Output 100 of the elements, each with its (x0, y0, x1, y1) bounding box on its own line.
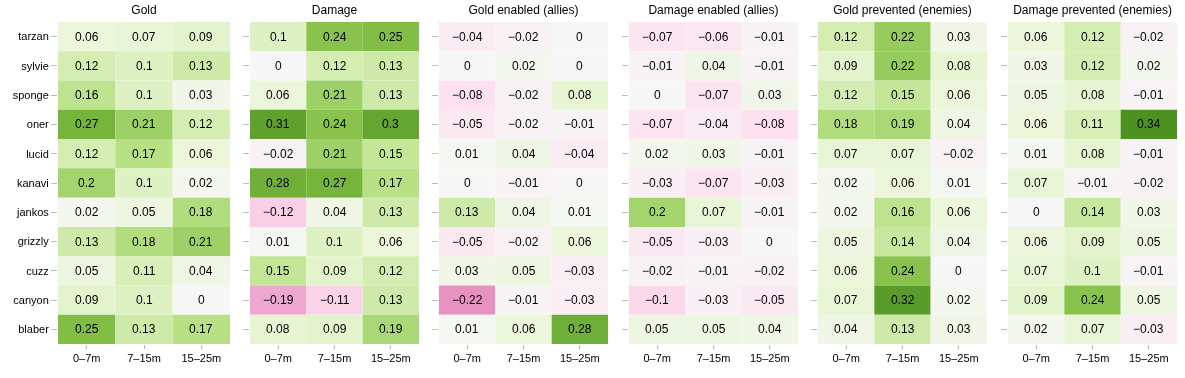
data-label: 0.22 (891, 59, 915, 73)
data-label: 0.04 (189, 264, 213, 278)
data-label: −0.02 (508, 235, 540, 249)
data-label: −0.01 (641, 59, 673, 73)
data-label: 0.2 (78, 176, 96, 190)
data-label: 0.13 (455, 205, 480, 219)
data-label: −0.02 (1132, 176, 1164, 190)
x-tick-label: 0–7m (643, 352, 671, 365)
data-label: 0 (955, 264, 963, 278)
data-label: 0.01 (455, 147, 480, 161)
data-label: −0.01 (508, 176, 540, 190)
data-label: 0.25 (75, 322, 99, 336)
data-label: −0.01 (753, 147, 785, 161)
data-label: 0.05 (1136, 293, 1161, 307)
data-label: 0.06 (189, 147, 213, 161)
data-label: 0.3 (382, 117, 400, 131)
data-label: 0.01 (455, 322, 480, 336)
data-label: 0.04 (323, 205, 347, 219)
data-label: 0.02 (75, 205, 99, 219)
data-label: −0.01 (697, 264, 729, 278)
data-label: −0.06 (697, 30, 729, 44)
data-label: −0.05 (452, 117, 484, 131)
data-label: −0.12 (263, 205, 294, 219)
data-label: 0.05 (132, 205, 156, 219)
data-label: 0.15 (891, 88, 915, 102)
data-label: −0.02 (753, 264, 785, 278)
data-label: 0.19 (379, 322, 403, 336)
data-label: 0.14 (1080, 205, 1105, 219)
data-label: 0.1 (136, 176, 154, 190)
data-label: 0.04 (512, 205, 537, 219)
chart-title: Gold (131, 3, 157, 18)
data-label: 0.05 (512, 264, 537, 278)
data-label: −0.03 (564, 264, 596, 278)
data-label: 0.1 (1083, 264, 1101, 278)
data-label: 0.27 (75, 117, 99, 131)
data-label: 0.04 (947, 117, 971, 131)
data-label: 0.06 (891, 176, 915, 190)
data-label: 0.05 (1023, 88, 1048, 102)
x-tick-label: 15–25m (181, 352, 222, 365)
data-label: 0.31 (266, 117, 290, 131)
data-label: 0.02 (512, 59, 537, 73)
data-label: 0.09 (323, 322, 347, 336)
data-label: 0.1 (136, 293, 154, 307)
data-label: 0 (765, 235, 773, 249)
data-label: 0.07 (1023, 264, 1048, 278)
data-label: 0.02 (834, 205, 858, 219)
data-label: 0.02 (1023, 322, 1048, 336)
data-label: 0.1 (136, 59, 154, 73)
chart-title: Gold enabled (allies) (468, 3, 579, 18)
data-label: −0.07 (697, 88, 729, 102)
data-label: 0.06 (947, 205, 971, 219)
data-label: 0.12 (323, 59, 347, 73)
data-label: −0.02 (508, 88, 540, 102)
data-label: −0.02 (508, 117, 540, 131)
data-label: 0.01 (947, 176, 971, 190)
data-label: 0.03 (455, 264, 480, 278)
data-label: 0.01 (1023, 147, 1048, 161)
x-tick-label: 15–25m (939, 352, 979, 365)
data-label: 0.15 (379, 147, 403, 161)
data-label: 0.09 (189, 30, 213, 44)
x-tick-label: 7–15m (127, 352, 161, 365)
data-label: 0.12 (75, 147, 99, 161)
data-label: 0.24 (891, 264, 915, 278)
data-label: −0.03 (1132, 322, 1164, 336)
x-tick-label: 15–25m (749, 352, 790, 365)
data-label: 0 (576, 176, 584, 190)
data-label: 0.13 (189, 59, 213, 73)
data-label: −0.03 (753, 176, 785, 190)
data-label: 0.1 (136, 88, 154, 102)
y-tick-label: tarzan (18, 30, 49, 43)
data-label: 0.05 (644, 322, 669, 336)
data-label: 0.05 (1136, 235, 1161, 249)
data-label: 0.15 (266, 264, 290, 278)
data-label: 0.06 (75, 30, 99, 44)
chart-title: Damage prevented (enemies) (1012, 3, 1172, 18)
data-label: −0.05 (641, 235, 673, 249)
data-label: 0.03 (1023, 59, 1048, 73)
data-label: −0.07 (641, 117, 673, 131)
data-label: 0.17 (379, 176, 403, 190)
data-label: 0.01 (568, 205, 593, 219)
data-label: 0.1 (270, 30, 288, 44)
y-tick-label: kanavi (17, 176, 49, 189)
data-label: 0.03 (189, 88, 213, 102)
data-label: 0.08 (947, 59, 971, 73)
data-label: 0 (576, 59, 584, 73)
data-label: 0.04 (701, 59, 726, 73)
data-label: −0.01 (1132, 264, 1164, 278)
data-label: 0.02 (189, 176, 213, 190)
data-label: 0.12 (379, 264, 403, 278)
data-label: 0.07 (891, 147, 915, 161)
data-label: 0 (464, 176, 472, 190)
data-label: 0.06 (379, 235, 403, 249)
data-label: 0.17 (189, 322, 213, 336)
data-label: −0.02 (508, 30, 540, 44)
data-label: 0.07 (1080, 322, 1105, 336)
data-label: 0.1 (326, 235, 344, 249)
data-label: −0.05 (452, 235, 484, 249)
data-label: 0 (464, 59, 472, 73)
x-tick-label: 0–7m (264, 352, 292, 365)
data-label: 0.24 (323, 30, 347, 44)
